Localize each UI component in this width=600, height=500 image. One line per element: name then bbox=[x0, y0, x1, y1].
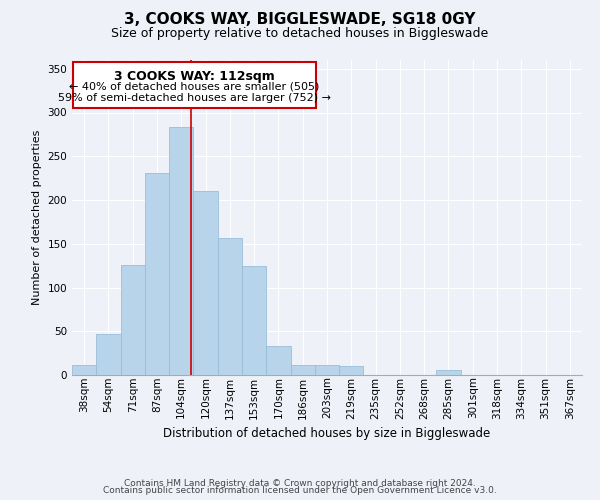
Y-axis label: Number of detached properties: Number of detached properties bbox=[32, 130, 42, 305]
Text: Size of property relative to detached houses in Biggleswade: Size of property relative to detached ho… bbox=[112, 28, 488, 40]
Bar bbox=[96, 334, 121, 375]
Bar bbox=[218, 238, 242, 375]
Bar bbox=[266, 346, 290, 375]
Bar bbox=[339, 366, 364, 375]
Bar bbox=[72, 366, 96, 375]
Bar bbox=[315, 364, 339, 375]
Bar bbox=[169, 128, 193, 375]
Bar bbox=[290, 364, 315, 375]
Bar bbox=[121, 265, 145, 375]
X-axis label: Distribution of detached houses by size in Biggleswade: Distribution of detached houses by size … bbox=[163, 427, 491, 440]
Bar bbox=[436, 370, 461, 375]
Bar bbox=[73, 62, 316, 108]
Bar bbox=[242, 266, 266, 375]
Text: Contains HM Land Registry data © Crown copyright and database right 2024.: Contains HM Land Registry data © Crown c… bbox=[124, 478, 476, 488]
Bar bbox=[193, 191, 218, 375]
Text: 59% of semi-detached houses are larger (752) →: 59% of semi-detached houses are larger (… bbox=[58, 93, 331, 104]
Text: 3 COOKS WAY: 112sqm: 3 COOKS WAY: 112sqm bbox=[114, 70, 275, 82]
Text: Contains public sector information licensed under the Open Government Licence v3: Contains public sector information licen… bbox=[103, 486, 497, 495]
Text: 3, COOKS WAY, BIGGLESWADE, SG18 0GY: 3, COOKS WAY, BIGGLESWADE, SG18 0GY bbox=[124, 12, 476, 28]
Bar bbox=[145, 173, 169, 375]
Text: ← 40% of detached houses are smaller (505): ← 40% of detached houses are smaller (50… bbox=[70, 82, 320, 92]
